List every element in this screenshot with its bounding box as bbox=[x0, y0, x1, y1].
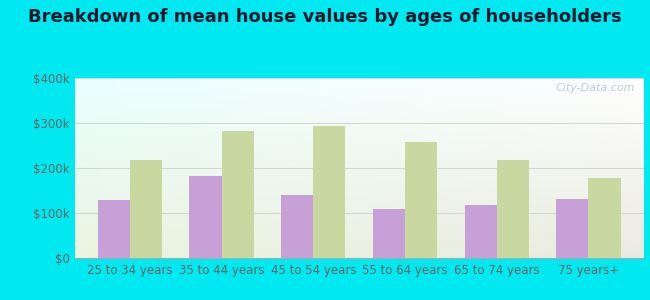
Bar bbox=[189, 176, 222, 258]
Bar bbox=[497, 160, 529, 258]
Bar bbox=[98, 200, 130, 258]
Bar bbox=[281, 195, 313, 258]
Bar bbox=[222, 131, 254, 258]
Bar bbox=[373, 209, 405, 258]
Bar bbox=[130, 160, 162, 258]
Bar bbox=[556, 199, 588, 258]
Bar bbox=[465, 205, 497, 258]
Bar bbox=[313, 126, 345, 258]
Text: Breakdown of mean house values by ages of householders: Breakdown of mean house values by ages o… bbox=[28, 8, 622, 26]
Text: City-Data.com: City-Data.com bbox=[556, 83, 635, 93]
Bar bbox=[588, 178, 621, 258]
Bar bbox=[405, 142, 437, 258]
